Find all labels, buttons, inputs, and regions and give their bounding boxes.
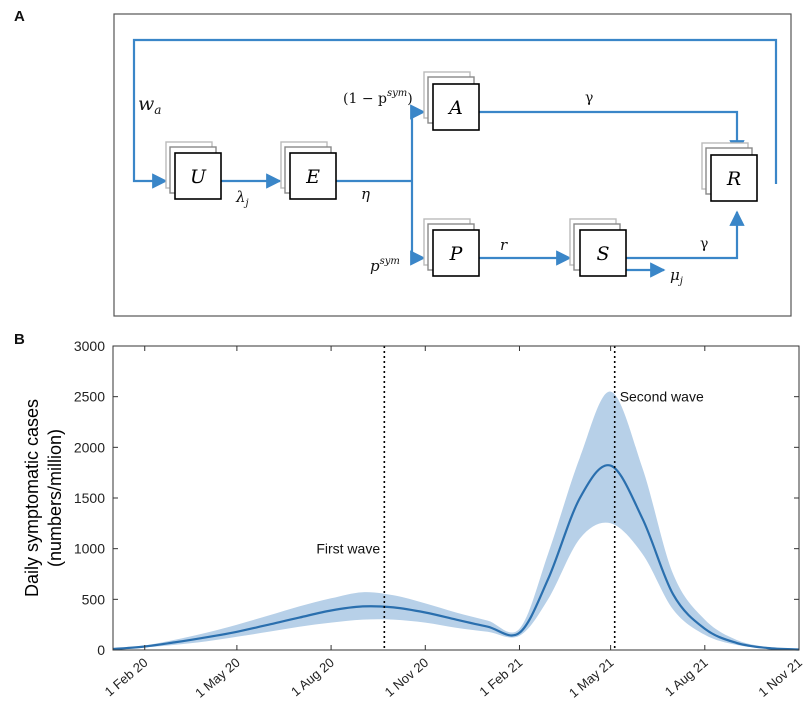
x-tick-label: 1 Nov 21 <box>755 655 804 700</box>
y-axis-label-line1: Daily symptomatic cases <box>22 399 42 597</box>
compartment-R-label: R <box>726 168 741 190</box>
panel-a-label: A <box>14 8 25 25</box>
x-tick-label: 1 May 20 <box>192 655 243 701</box>
x-tick-label: 1 Aug 21 <box>662 655 711 699</box>
sym-fraction-label: psym <box>370 256 400 275</box>
sym-recovery-arrow <box>626 210 745 260</box>
y-axis-label-line2: (numbers/million) <box>45 429 65 567</box>
compartment-R <box>701 142 758 202</box>
compartment-E <box>280 141 337 200</box>
median-line <box>112 464 800 651</box>
compartment-U <box>165 141 222 200</box>
incubation-label: η <box>361 185 370 203</box>
diagram-frame <box>113 13 792 317</box>
uncertainty-band <box>113 391 799 650</box>
compartment-E-label: E <box>305 166 320 188</box>
waning-label: wa <box>138 93 161 117</box>
x-tick-label: 1 Nov 20 <box>382 655 432 700</box>
x-tick-label: 1 Aug 20 <box>288 655 337 699</box>
y-tick-label: 0 <box>97 642 105 658</box>
diagram-arrows <box>132 38 778 278</box>
compartment-S <box>569 218 627 277</box>
y-tick-label: 2500 <box>74 389 105 405</box>
compartment-P-label: P <box>449 243 464 265</box>
compartment-S-label: S <box>596 243 609 265</box>
y-tick-label: 3000 <box>74 338 105 354</box>
y-tick-label: 500 <box>82 591 106 607</box>
x-tick-label: 1 May 21 <box>566 655 617 701</box>
panel-b-label: B <box>14 331 25 348</box>
compartment-A <box>423 71 480 131</box>
y-tick-label: 2000 <box>74 439 105 455</box>
to-asym-arrow <box>410 104 426 181</box>
sym-recovery-label: γ <box>700 236 708 252</box>
y-tick-label: 1000 <box>74 541 105 557</box>
x-tick-label: 1 Feb 20 <box>102 655 151 699</box>
waning-arrow <box>132 38 778 189</box>
asym-recovery-label: γ <box>585 90 593 106</box>
to-presym-arrow <box>410 181 426 266</box>
second-wave-label: Second wave <box>620 389 704 405</box>
compartment-P <box>423 218 480 277</box>
asym-fraction-label: (1 − psym) <box>343 88 413 107</box>
compartment-U-label: U <box>190 166 207 188</box>
compartment-A-label: A <box>447 97 463 119</box>
asym-recovery-arrow <box>479 110 745 156</box>
x-tick-label: 1 Feb 21 <box>476 655 525 699</box>
first-wave-label: First wave <box>316 541 380 557</box>
infection-label: λj <box>235 188 249 209</box>
y-tick-label: 1500 <box>74 490 105 506</box>
mortality-label: μj <box>670 266 683 287</box>
progression-label: r <box>500 236 508 254</box>
